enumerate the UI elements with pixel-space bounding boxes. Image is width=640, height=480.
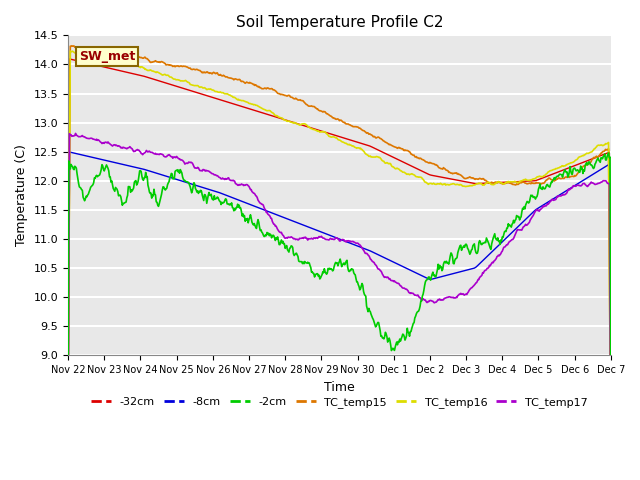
X-axis label: Time: Time xyxy=(324,381,355,394)
Title: Soil Temperature Profile C2: Soil Temperature Profile C2 xyxy=(236,15,443,30)
Legend: -32cm, -8cm, -2cm, TC_temp15, TC_temp16, TC_temp17: -32cm, -8cm, -2cm, TC_temp15, TC_temp16,… xyxy=(86,392,593,412)
Text: SW_met: SW_met xyxy=(79,50,135,63)
Y-axis label: Temperature (C): Temperature (C) xyxy=(15,144,28,246)
